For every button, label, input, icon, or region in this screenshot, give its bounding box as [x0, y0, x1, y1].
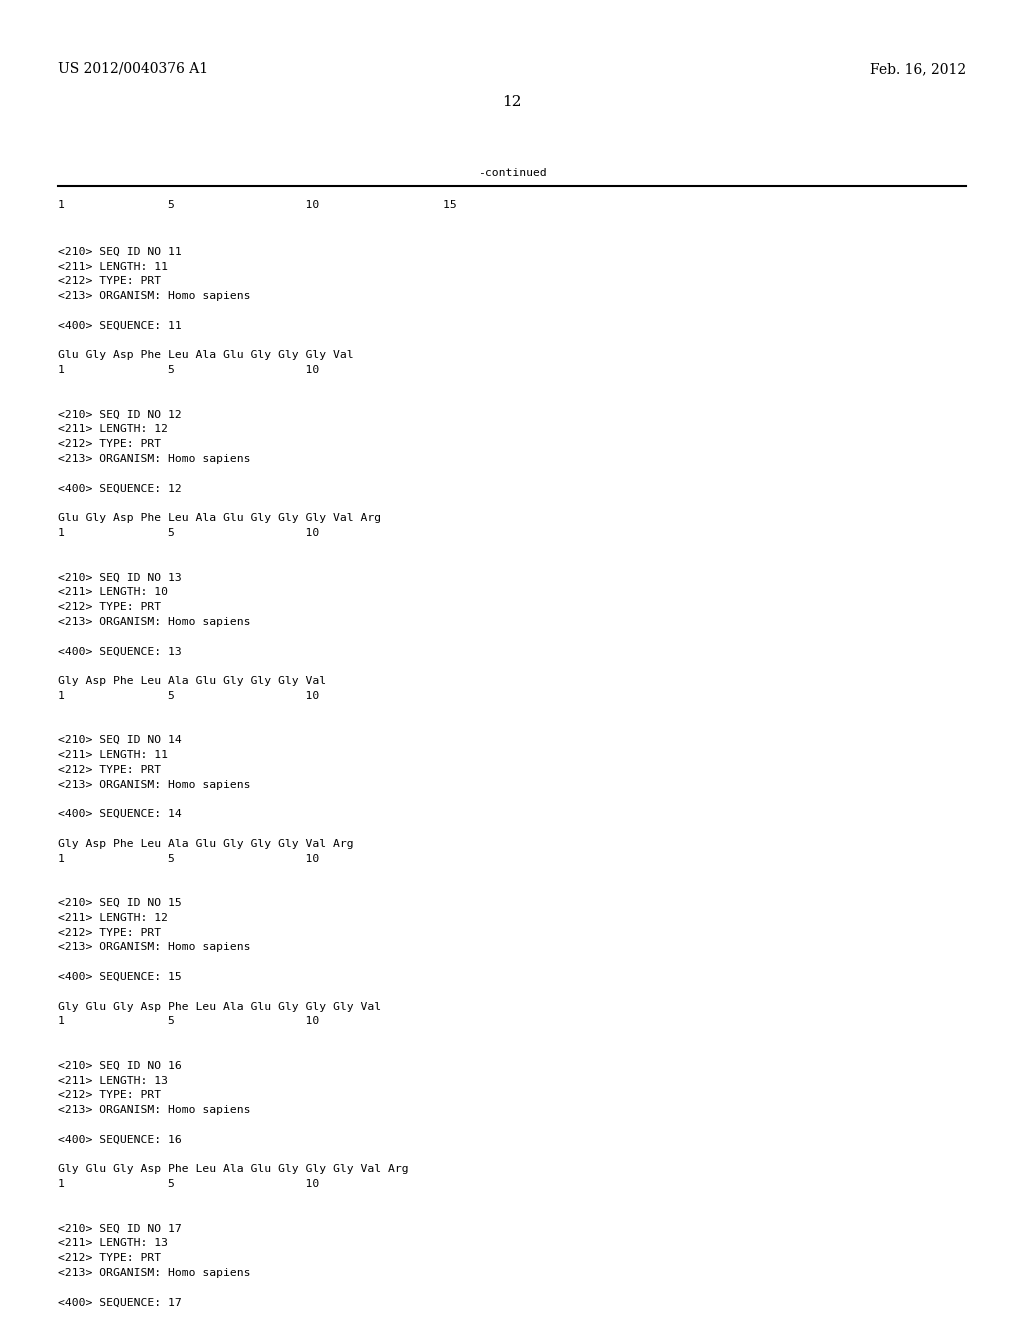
Text: Glu Gly Asp Phe Leu Ala Glu Gly Gly Gly Val: Glu Gly Asp Phe Leu Ala Glu Gly Gly Gly …: [58, 350, 353, 360]
Text: <210> SEQ ID NO 16: <210> SEQ ID NO 16: [58, 1061, 181, 1071]
Text: <213> ORGANISM: Homo sapiens: <213> ORGANISM: Homo sapiens: [58, 454, 251, 465]
Text: -continued: -continued: [477, 168, 547, 178]
Text: <212> TYPE: PRT: <212> TYPE: PRT: [58, 276, 161, 286]
Text: Feb. 16, 2012: Feb. 16, 2012: [869, 62, 966, 77]
Text: <213> ORGANISM: Homo sapiens: <213> ORGANISM: Homo sapiens: [58, 292, 251, 301]
Text: <210> SEQ ID NO 11: <210> SEQ ID NO 11: [58, 247, 181, 257]
Text: 1               5                   10: 1 5 10: [58, 366, 319, 375]
Text: <212> TYPE: PRT: <212> TYPE: PRT: [58, 928, 161, 937]
Text: <210> SEQ ID NO 12: <210> SEQ ID NO 12: [58, 409, 181, 420]
Text: <400> SEQUENCE: 15: <400> SEQUENCE: 15: [58, 972, 181, 982]
Text: <211> LENGTH: 13: <211> LENGTH: 13: [58, 1238, 168, 1249]
Text: <400> SEQUENCE: 13: <400> SEQUENCE: 13: [58, 647, 181, 656]
Text: <211> LENGTH: 10: <211> LENGTH: 10: [58, 587, 168, 597]
Text: <213> ORGANISM: Homo sapiens: <213> ORGANISM: Homo sapiens: [58, 1269, 251, 1278]
Text: <211> LENGTH: 12: <211> LENGTH: 12: [58, 425, 168, 434]
Text: <212> TYPE: PRT: <212> TYPE: PRT: [58, 1253, 161, 1263]
Text: 1               5                   10: 1 5 10: [58, 1179, 319, 1189]
Text: Gly Glu Gly Asp Phe Leu Ala Glu Gly Gly Gly Val Arg: Gly Glu Gly Asp Phe Leu Ala Glu Gly Gly …: [58, 1164, 409, 1175]
Text: <213> ORGANISM: Homo sapiens: <213> ORGANISM: Homo sapiens: [58, 780, 251, 789]
Text: <211> LENGTH: 13: <211> LENGTH: 13: [58, 1076, 168, 1085]
Text: <213> ORGANISM: Homo sapiens: <213> ORGANISM: Homo sapiens: [58, 1105, 251, 1115]
Text: <211> LENGTH: 12: <211> LENGTH: 12: [58, 913, 168, 923]
Text: <400> SEQUENCE: 17: <400> SEQUENCE: 17: [58, 1298, 181, 1308]
Text: 12: 12: [502, 95, 522, 110]
Text: 1               5                   10: 1 5 10: [58, 1016, 319, 1027]
Text: US 2012/0040376 A1: US 2012/0040376 A1: [58, 62, 208, 77]
Text: 1               5                   10: 1 5 10: [58, 528, 319, 539]
Text: <400> SEQUENCE: 14: <400> SEQUENCE: 14: [58, 809, 181, 820]
Text: <212> TYPE: PRT: <212> TYPE: PRT: [58, 440, 161, 449]
Text: 1               5                   10                  15: 1 5 10 15: [58, 201, 457, 210]
Text: <210> SEQ ID NO 14: <210> SEQ ID NO 14: [58, 735, 181, 746]
Text: Gly Asp Phe Leu Ala Glu Gly Gly Gly Val Arg: Gly Asp Phe Leu Ala Glu Gly Gly Gly Val …: [58, 838, 353, 849]
Text: <211> LENGTH: 11: <211> LENGTH: 11: [58, 261, 168, 272]
Text: Gly Glu Gly Asp Phe Leu Ala Glu Gly Gly Gly Val: Gly Glu Gly Asp Phe Leu Ala Glu Gly Gly …: [58, 1002, 381, 1011]
Text: <213> ORGANISM: Homo sapiens: <213> ORGANISM: Homo sapiens: [58, 616, 251, 627]
Text: <400> SEQUENCE: 11: <400> SEQUENCE: 11: [58, 321, 181, 331]
Text: <211> LENGTH: 11: <211> LENGTH: 11: [58, 750, 168, 760]
Text: Glu Gly Asp Phe Leu Ala Glu Gly Gly Gly Val Arg: Glu Gly Asp Phe Leu Ala Glu Gly Gly Gly …: [58, 513, 381, 523]
Text: <400> SEQUENCE: 12: <400> SEQUENCE: 12: [58, 483, 181, 494]
Text: Gly Asp Phe Leu Ala Glu Gly Gly Gly Val: Gly Asp Phe Leu Ala Glu Gly Gly Gly Val: [58, 676, 326, 686]
Text: <210> SEQ ID NO 13: <210> SEQ ID NO 13: [58, 573, 181, 582]
Text: <212> TYPE: PRT: <212> TYPE: PRT: [58, 602, 161, 612]
Text: <400> SEQUENCE: 16: <400> SEQUENCE: 16: [58, 1135, 181, 1144]
Text: 1               5                   10: 1 5 10: [58, 854, 319, 863]
Text: <210> SEQ ID NO 15: <210> SEQ ID NO 15: [58, 898, 181, 908]
Text: 1               5                   10: 1 5 10: [58, 690, 319, 701]
Text: <213> ORGANISM: Homo sapiens: <213> ORGANISM: Homo sapiens: [58, 942, 251, 953]
Text: <210> SEQ ID NO 17: <210> SEQ ID NO 17: [58, 1224, 181, 1234]
Text: <212> TYPE: PRT: <212> TYPE: PRT: [58, 764, 161, 775]
Text: <212> TYPE: PRT: <212> TYPE: PRT: [58, 1090, 161, 1101]
